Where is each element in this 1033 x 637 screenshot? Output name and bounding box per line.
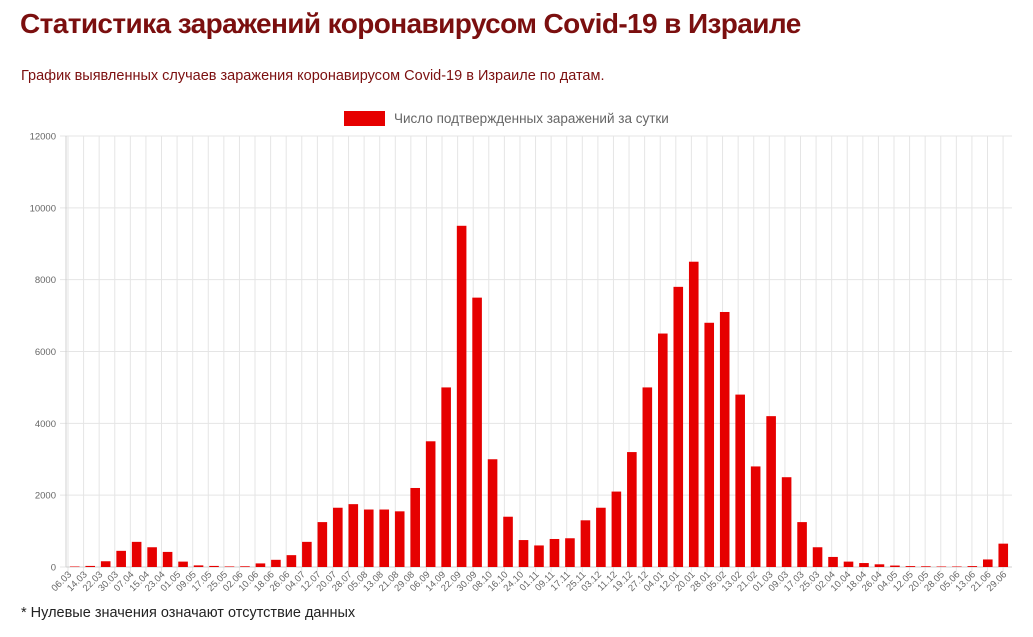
bar (549, 538, 560, 567)
bar (658, 333, 668, 567)
x-axis: 06.0314.0322.0330.0307.0415.0423.0401.05… (50, 569, 1010, 594)
page-subtitle: График выявленных случаев заражения коро… (21, 68, 605, 84)
bar (472, 297, 482, 568)
bar (410, 487, 420, 567)
bar (240, 566, 250, 567)
y-tick-label: 6000 (35, 347, 56, 358)
bar (936, 566, 947, 567)
bar (255, 563, 266, 567)
bar (379, 509, 390, 567)
bar (131, 541, 142, 567)
bar (843, 561, 854, 567)
y-tick-label: 10000 (30, 203, 56, 214)
covid-chart: Число подтвержденных заражений за сутки … (30, 111, 1012, 594)
bar (781, 477, 792, 567)
y-axis: 0 2000 4000 6000 8000 10000 12000 (30, 132, 56, 574)
chart-container: Число подтвержденных заражений за сутки … (0, 100, 1033, 605)
legend-label: Число подтвержденных заражений за сутки (394, 111, 669, 126)
y-tick-label: 4000 (35, 419, 56, 430)
bar (627, 452, 637, 567)
bar (611, 491, 622, 567)
bar (302, 541, 312, 567)
bar (425, 441, 436, 567)
bar (952, 566, 962, 567)
bar (905, 566, 916, 567)
y-tick-label: 0 (51, 563, 56, 574)
bar (363, 509, 374, 567)
bar (688, 261, 699, 567)
bar (348, 504, 359, 567)
bar (441, 387, 451, 567)
bar (735, 394, 745, 567)
bar (209, 565, 219, 567)
bar (487, 459, 498, 567)
bar (116, 550, 126, 567)
bar (333, 507, 343, 567)
bar (162, 551, 173, 567)
grid-lines (60, 135, 1012, 572)
bar (828, 556, 838, 567)
bar (193, 565, 204, 567)
legend-swatch (344, 111, 385, 126)
bar (982, 559, 993, 567)
bar (286, 555, 297, 567)
bar (394, 511, 405, 567)
bar (565, 538, 575, 567)
bar (596, 507, 606, 567)
bar (704, 322, 715, 567)
bar (890, 565, 900, 567)
bar (874, 564, 885, 567)
bar (534, 545, 544, 567)
bar (69, 566, 80, 567)
bar (921, 566, 931, 567)
bar (147, 547, 157, 567)
bar (518, 540, 529, 567)
bar (503, 516, 513, 567)
bars (69, 225, 1009, 568)
footnote: * Нулевые значения означают отсутствие д… (21, 605, 356, 621)
chart-legend[interactable]: Число подтвержденных заражений за сутки (344, 111, 669, 126)
bar (859, 563, 869, 567)
bar (766, 416, 776, 567)
y-tick-label: 8000 (35, 275, 56, 286)
bar (750, 466, 761, 567)
page-title: Статистика заражений коронавирусом Covid… (20, 8, 801, 39)
y-tick-label: 2000 (35, 491, 56, 502)
bar (178, 561, 188, 567)
bar (797, 522, 807, 567)
bar (224, 566, 235, 567)
bar (85, 565, 96, 567)
y-tick-label: 12000 (30, 132, 56, 143)
bar (719, 311, 730, 567)
bar (456, 225, 467, 567)
bar (271, 559, 281, 567)
bar (998, 543, 1009, 567)
bar (642, 387, 653, 567)
bar (580, 520, 591, 567)
bar (673, 286, 684, 567)
bar (100, 561, 111, 567)
bar (812, 547, 823, 567)
bar (317, 522, 328, 567)
bar (967, 566, 978, 567)
